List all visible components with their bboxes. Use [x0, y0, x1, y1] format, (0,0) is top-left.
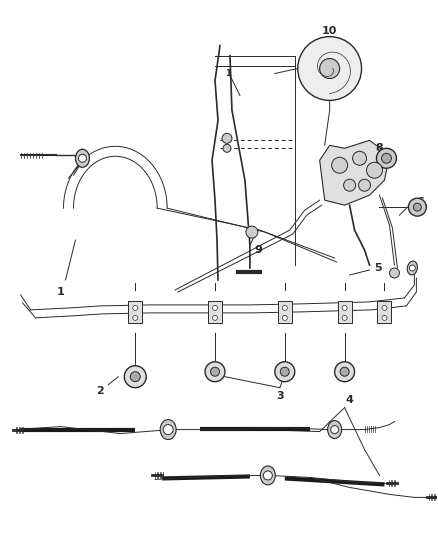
Text: 9: 9 [254, 245, 262, 255]
Circle shape [331, 425, 339, 433]
Circle shape [283, 316, 287, 320]
Text: 1: 1 [225, 69, 231, 78]
Circle shape [246, 226, 258, 238]
Circle shape [211, 367, 219, 376]
Circle shape [381, 154, 392, 163]
Circle shape [343, 179, 356, 191]
Circle shape [78, 154, 86, 162]
Text: 4: 4 [346, 394, 353, 405]
Circle shape [263, 471, 272, 480]
Circle shape [359, 179, 371, 191]
Circle shape [130, 372, 140, 382]
Circle shape [342, 305, 347, 310]
Circle shape [367, 162, 382, 178]
Ellipse shape [75, 149, 89, 167]
Circle shape [212, 305, 218, 310]
Circle shape [413, 203, 421, 211]
Circle shape [389, 268, 399, 278]
Circle shape [222, 133, 232, 143]
Circle shape [163, 425, 173, 434]
Circle shape [223, 144, 231, 152]
Bar [378, 301, 392, 323]
Ellipse shape [160, 419, 176, 440]
Circle shape [340, 367, 349, 376]
Circle shape [382, 316, 387, 320]
Circle shape [382, 305, 387, 310]
Bar [338, 301, 352, 323]
Circle shape [332, 157, 348, 173]
Circle shape [133, 316, 138, 320]
Bar [208, 301, 222, 323]
Ellipse shape [328, 421, 342, 439]
Polygon shape [320, 140, 389, 205]
Circle shape [212, 316, 218, 320]
Circle shape [410, 265, 415, 271]
Bar [278, 301, 292, 323]
Text: 8: 8 [376, 143, 383, 154]
Text: 1: 1 [57, 287, 64, 297]
Ellipse shape [407, 261, 417, 275]
Text: 6: 6 [417, 197, 424, 207]
Circle shape [353, 151, 367, 165]
Circle shape [280, 367, 289, 376]
Text: 5: 5 [374, 263, 382, 273]
Circle shape [408, 198, 426, 216]
Circle shape [377, 148, 396, 168]
Circle shape [283, 305, 287, 310]
Circle shape [133, 305, 138, 310]
Text: 2: 2 [96, 386, 104, 395]
Text: 10: 10 [322, 26, 337, 36]
Circle shape [342, 316, 347, 320]
Circle shape [320, 59, 339, 78]
Bar [128, 301, 142, 323]
Circle shape [298, 37, 361, 100]
Ellipse shape [260, 466, 276, 485]
Circle shape [275, 362, 295, 382]
Circle shape [335, 362, 355, 382]
Circle shape [124, 366, 146, 387]
Circle shape [205, 362, 225, 382]
Text: 3: 3 [276, 391, 284, 401]
